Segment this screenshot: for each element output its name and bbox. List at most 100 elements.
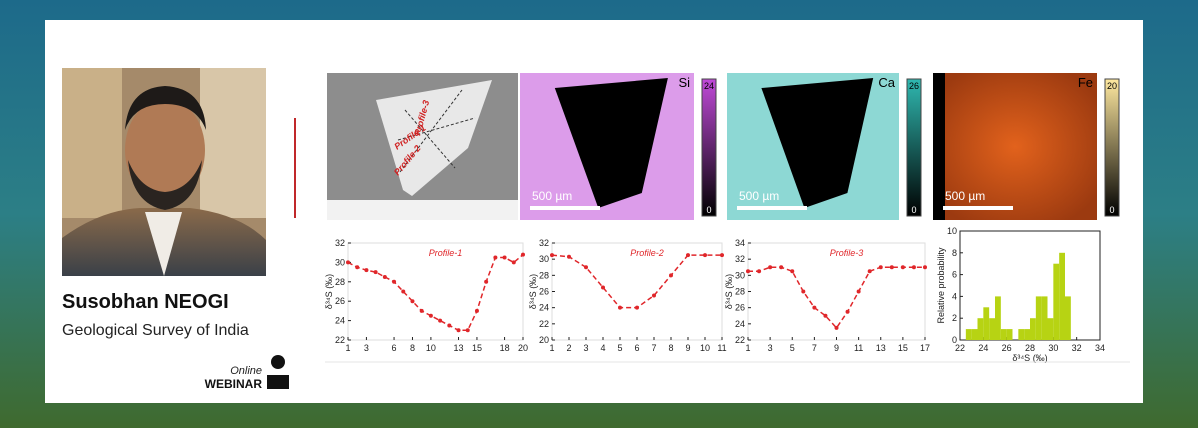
scale-bar: [737, 206, 807, 210]
y-tick-label: 26: [735, 303, 745, 313]
profile-point: [382, 274, 387, 279]
y-tick-label: 32: [335, 238, 345, 248]
y-axis-label: δ³⁴S (‰): [324, 274, 334, 309]
profile-point: [686, 253, 690, 258]
colorbar-label: 0: [911, 205, 916, 215]
map-element: Fe: [1078, 75, 1093, 90]
profile-point: [669, 273, 673, 278]
x-tick-label: 4: [600, 343, 605, 353]
profile-point: [618, 305, 622, 310]
y-tick-label: 34: [735, 238, 745, 248]
profile-line: [748, 266, 925, 330]
histogram-bar: [995, 296, 1001, 340]
histogram-bar: [1024, 329, 1030, 340]
profile-point: [364, 268, 369, 273]
profile-point: [465, 328, 470, 333]
webinar-badge: Online WEBINAR: [205, 355, 289, 391]
profile-point: [355, 265, 360, 270]
x-tick-label: 11: [854, 343, 863, 353]
profile-point: [889, 265, 894, 270]
profile-point: [428, 313, 433, 318]
plot-title: Profile-1: [429, 248, 463, 258]
y-tick-label: 10: [947, 226, 957, 236]
scale-label: 500 µm: [739, 189, 779, 203]
speaker-name: Susobhan NEOGI: [62, 291, 229, 313]
profile-point: [790, 269, 795, 274]
colorbar: [701, 78, 717, 217]
y-tick-label: 2: [952, 313, 957, 323]
histogram-bar: [1030, 318, 1036, 340]
x-tick-label: 18: [500, 343, 510, 353]
x-tick-label: 10: [426, 343, 436, 353]
x-tick-label: 24: [978, 343, 988, 353]
x-tick-label: 26: [1002, 343, 1012, 353]
profile-point: [635, 305, 639, 310]
x-tick-label: 13: [876, 343, 886, 353]
profile-point: [601, 285, 605, 290]
x-tick-label: 3: [583, 343, 588, 353]
colorbar: [1104, 78, 1120, 217]
profile-point: [856, 289, 861, 294]
x-tick-label: 1: [549, 343, 554, 353]
histogram-bar: [1018, 329, 1025, 340]
x-tick-label: 11: [717, 343, 726, 353]
profile-point: [900, 265, 905, 270]
x-tick-label: 8: [668, 343, 673, 353]
y-tick-label: 4: [952, 291, 957, 301]
histogram-bar: [1053, 263, 1060, 340]
x-tick-label: 7: [651, 343, 656, 353]
profile-point: [401, 289, 406, 294]
x-tick-label: 2: [566, 343, 571, 353]
profile-point: [878, 265, 883, 270]
profile-point: [757, 269, 762, 274]
speaker-affiliation: Geological Survey of India: [62, 322, 249, 339]
histogram-bar: [977, 318, 984, 340]
profile-point: [550, 253, 554, 258]
y-tick-label: 24: [735, 319, 745, 329]
profile-point: [779, 265, 784, 270]
y-axis-label: Relative probability: [936, 247, 946, 324]
y-tick-label: 24: [335, 316, 345, 326]
histogram-bar: [1065, 296, 1071, 340]
scale-bar: [530, 206, 600, 210]
profile-point: [823, 313, 828, 318]
histogram-bar: [971, 329, 978, 340]
y-tick-label: 28: [539, 270, 549, 280]
element-maps: Si 500 µm 0 24 Ca 500 µm 0 26 Fe 500 µm 0 20: [520, 73, 1120, 220]
x-tick-label: 9: [834, 343, 839, 353]
histogram-bar: [1035, 296, 1042, 340]
x-tick-label: 34: [1095, 343, 1105, 353]
profile-point: [584, 265, 588, 270]
profile-point: [511, 260, 516, 265]
x-tick-label: 8: [410, 343, 415, 353]
x-tick-label: 6: [634, 343, 639, 353]
sem-image: [327, 73, 518, 220]
y-tick-label: 26: [539, 287, 549, 297]
x-tick-label: 28: [1025, 343, 1035, 353]
colorbar-label: 26: [909, 81, 919, 91]
x-tick-label: 9: [685, 343, 690, 353]
histogram-bar: [965, 329, 972, 340]
y-tick-label: 22: [539, 319, 549, 329]
histogram-bar: [1006, 329, 1013, 340]
profile-point: [521, 252, 525, 257]
x-tick-label: 20: [518, 343, 528, 353]
scale-label: 500 µm: [945, 189, 985, 203]
profile-point: [703, 253, 707, 258]
colorbar-label: 24: [704, 81, 714, 91]
profile-point: [923, 265, 927, 270]
profile-point: [834, 325, 839, 330]
map-element: Si: [678, 75, 690, 90]
y-tick-label: 32: [539, 238, 549, 248]
plot-frame: [347, 242, 524, 341]
x-tick-label: 32: [1072, 343, 1082, 353]
y-tick-label: 6: [952, 270, 957, 280]
profile-point: [801, 289, 806, 294]
x-tick-label: 1: [745, 343, 750, 353]
profile-point: [567, 254, 571, 259]
profile-point: [410, 299, 415, 304]
histogram-bar: [1059, 252, 1065, 340]
plot-title: Profile-3: [830, 248, 864, 258]
y-tick-label: 28: [335, 277, 345, 287]
